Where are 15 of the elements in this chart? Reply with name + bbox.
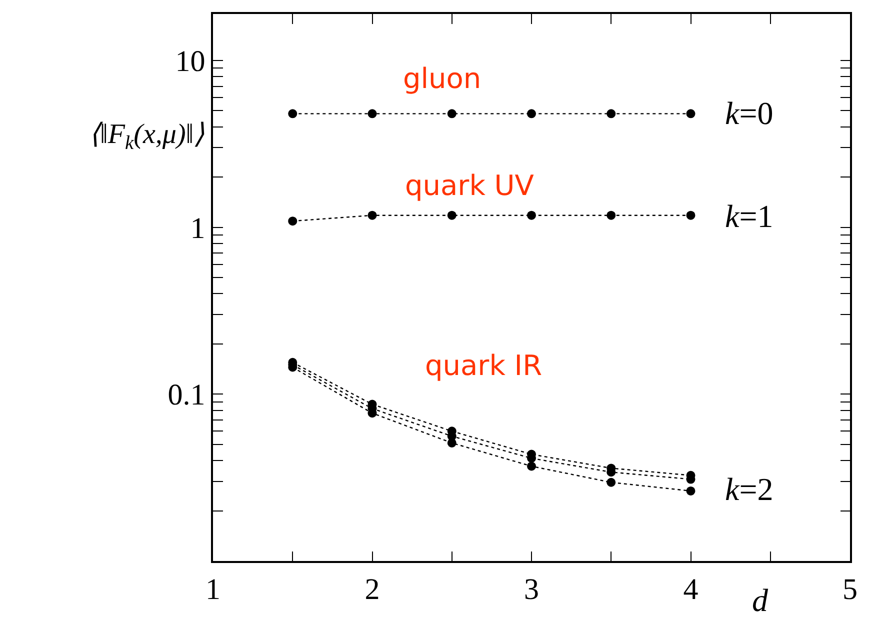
- annotation: k=0: [725, 95, 774, 131]
- annotation: quark IR: [425, 349, 542, 382]
- x-axis-title: d: [752, 582, 769, 618]
- annotation: quark UV: [405, 169, 534, 202]
- annotation: k=1: [725, 198, 774, 234]
- x-tick-label: 3: [524, 572, 539, 606]
- y-axis-title: ⟨‖F$_{k}$(x,μ)‖⟩: [89, 119, 205, 154]
- y-tick-label: 1: [190, 212, 206, 245]
- y-tick-label: 0.1: [168, 378, 206, 412]
- x-tick-label: 4: [683, 572, 698, 606]
- x-tick-label: 5: [842, 572, 858, 606]
- y-tick-label: 10: [175, 45, 206, 78]
- annotation: gluon: [403, 62, 482, 95]
- x-tick-label: 2: [364, 572, 380, 606]
- annotation: k=2: [725, 471, 774, 507]
